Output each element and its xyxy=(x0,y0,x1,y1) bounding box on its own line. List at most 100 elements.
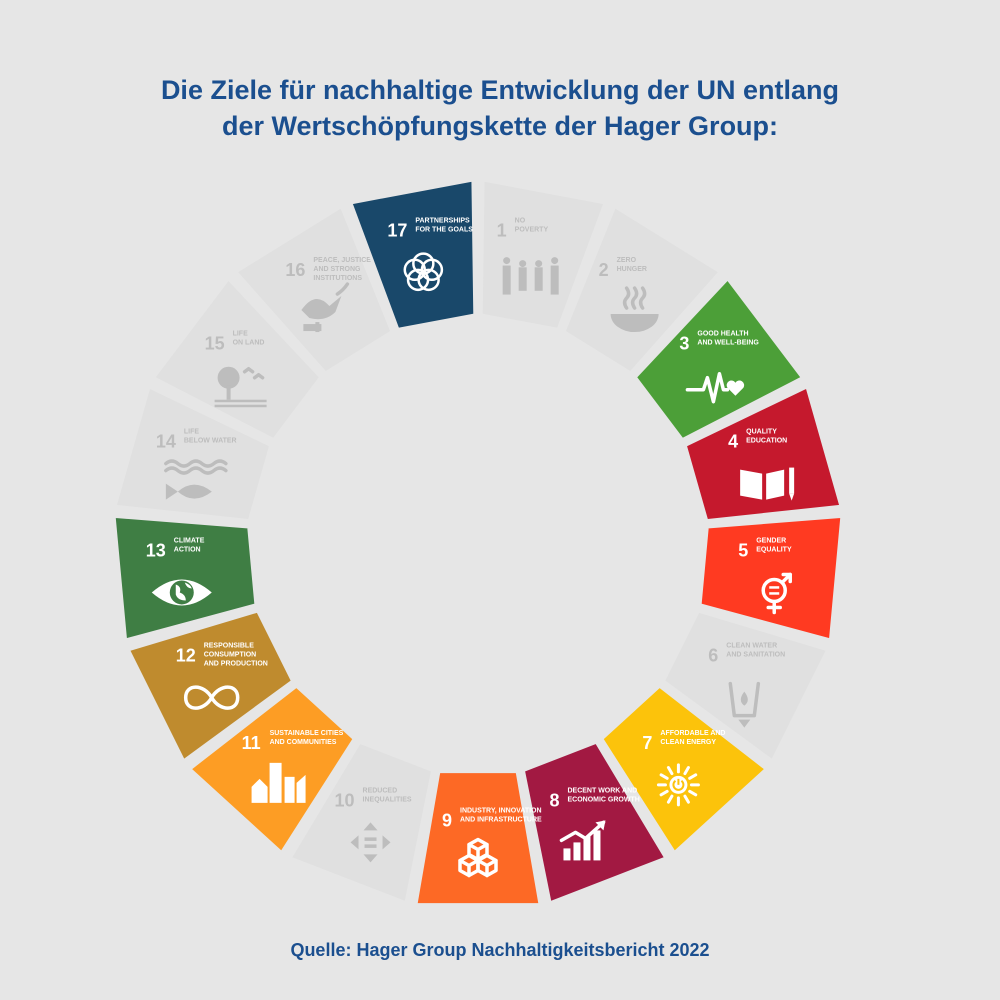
sdg-label-line: ECONOMIC GROWTH xyxy=(567,796,639,803)
sdg-label-line: ACTION xyxy=(174,546,201,553)
sdg-label-3: GOOD HEALTH AND WELL-BEING xyxy=(697,331,759,347)
sdg-label-line: PARTNERSHIPS xyxy=(415,218,470,225)
sdg-label-12: RESPONSIBLE CONSUMPTION AND PRODUCTION xyxy=(204,643,268,668)
heartbeat-icon xyxy=(685,371,745,404)
sdg-label-17: PARTNERSHIPS FOR THE GOALS xyxy=(415,218,473,234)
page-title: Die Ziele für nachhaltige Entwicklung de… xyxy=(0,72,1000,144)
sdg-label-line: POVERTY xyxy=(515,227,549,234)
sdg-label-line: AND WELL-BEING xyxy=(697,340,759,347)
sdg-tile-16 xyxy=(233,204,394,375)
sdg-label-1: NO POVERTY xyxy=(515,218,549,234)
sdg-number-14: 14 xyxy=(156,432,176,452)
sdg-tile-6 xyxy=(661,609,830,764)
sdg-number-7: 7 xyxy=(642,733,652,753)
cubes-icon xyxy=(458,837,498,878)
sdg-label-9: INDUSTRY, INNOVATION AND INFRASTRUCTURE xyxy=(460,808,542,824)
sdg-label-15: LIFE ON LAND xyxy=(233,331,265,347)
sdg-goal-16: 16 PEACE, JUSTICE AND STRONG INSTITUTIONS xyxy=(233,204,394,375)
sdg-goal-12: 12 RESPONSIBLE CONSUMPTION AND PRODUCTION xyxy=(126,609,295,764)
sdg-label-line: AND STRONG xyxy=(313,266,361,273)
sdg-number-5: 5 xyxy=(738,540,748,560)
sdg-tile-10 xyxy=(288,740,435,905)
sdg-tile-15 xyxy=(151,276,323,442)
sdg-goal-11: 11 SUSTAINABLE CITIES AND COMMUNITIES xyxy=(187,684,357,855)
dove-icon xyxy=(301,282,350,333)
sdg-label-line: EDUCATION xyxy=(746,438,787,445)
title-line-1: Die Ziele für nachhaltige Entwicklung de… xyxy=(160,75,840,105)
eye-globe-icon xyxy=(151,579,212,606)
sdg-goal-13: 13 CLIMATE ACTION xyxy=(112,514,258,642)
sdg-label-7: AFFORDABLE AND CLEAN ENERGY xyxy=(660,730,725,746)
sdg-label-line: FOR THE GOALS xyxy=(415,227,473,234)
sdg-tile-4 xyxy=(683,384,843,523)
sdg-tile-14 xyxy=(113,384,273,523)
sdg-label-8: DECENT WORK AND ECONOMIC GROWTH xyxy=(567,787,639,803)
sdg-goal-17: 17 PARTNERSHIPS FOR THE GOALS xyxy=(348,178,477,332)
sdg-label-13: CLIMATE ACTION xyxy=(174,537,205,553)
sdg-label-line: LIFE xyxy=(233,331,248,338)
city-icon xyxy=(251,762,306,803)
sdg-label-line: AND COMMUNITIES xyxy=(270,739,337,746)
tree-icon xyxy=(214,366,267,408)
sdg-label-line: AND INFRASTRUCTURE xyxy=(460,817,542,824)
sdg-goal-5: 5 GENDER EQUALITY xyxy=(698,514,844,642)
fish-icon xyxy=(164,459,228,500)
sdg-number-4: 4 xyxy=(728,432,738,452)
sdg-goal-9: 9 INDUSTRY, INNOVATION AND INFRASTRUCTURE xyxy=(414,770,542,907)
sdg-label-6: CLEAN WATER AND SANITATION xyxy=(726,643,785,659)
sdg-label-line: BELOW WATER xyxy=(184,438,237,445)
sdg-label-line: RESPONSIBLE xyxy=(204,643,255,650)
sdg-label-line: DECENT WORK AND xyxy=(567,787,637,794)
sdg-label-line: CLEAN WATER xyxy=(726,643,777,650)
sdg-label-5: GENDER EQUALITY xyxy=(756,537,792,553)
sdg-label-line: CLEAN ENERGY xyxy=(660,739,716,746)
sdg-label-line: ON LAND xyxy=(233,340,265,347)
sdg-label-line: ZERO xyxy=(617,257,637,264)
sdg-number-13: 13 xyxy=(146,540,166,560)
sdg-label-line: GOOD HEALTH xyxy=(697,331,748,338)
sdg-goal-2: 2 ZERO HUNGER xyxy=(562,204,723,375)
sdg-label-line: REDUCED xyxy=(363,787,398,794)
sdg-label-line: EQUALITY xyxy=(756,546,792,553)
growth-chart-icon xyxy=(559,820,606,861)
sdg-number-8: 8 xyxy=(549,790,559,810)
sdg-label-line: GENDER xyxy=(756,537,786,544)
sdg-label-line: QUALITY xyxy=(746,429,777,436)
sdg-number-16: 16 xyxy=(285,260,305,280)
sdg-label-line: AND PRODUCTION xyxy=(204,661,268,668)
sdg-label-line: NO xyxy=(515,218,526,225)
sdg-tile-17 xyxy=(348,178,477,332)
sdg-goal-15: 15 LIFE ON LAND xyxy=(151,276,323,442)
sdg-goal-1: 1 NO POVERTY xyxy=(479,178,608,332)
sdg-goal-14: 14 LIFE BELOW WATER xyxy=(113,384,273,523)
sdg-label-line: AND SANITATION xyxy=(726,652,785,659)
sdg-label-line: CONSUMPTION xyxy=(204,652,256,659)
sun-power-icon xyxy=(656,763,700,807)
sdg-tile-1 xyxy=(479,178,608,332)
sdg-tile-3 xyxy=(633,276,805,442)
sdg-number-1: 1 xyxy=(497,221,507,241)
sdg-label-14: LIFE BELOW WATER xyxy=(184,429,237,445)
sdg-number-11: 11 xyxy=(242,733,261,753)
sdg-label-16: PEACE, JUSTICE AND STRONG INSTITUTIONS xyxy=(313,257,371,282)
sdg-goal-8: 8 DECENT WORK AND ECONOMIC GROWTH xyxy=(521,740,668,905)
sdg-label-line: CLIMATE xyxy=(174,537,205,544)
sdg-number-12: 12 xyxy=(176,646,196,666)
sdg-number-15: 15 xyxy=(205,334,225,354)
sdg-label-line: PEACE, JUSTICE xyxy=(313,257,371,264)
sdg-tile-7 xyxy=(599,684,769,855)
sdg-label-line: INEQUALITIES xyxy=(363,796,412,803)
rings-icon xyxy=(403,252,444,292)
sdg-label-line: INSTITUTIONS xyxy=(313,275,362,282)
sdg-number-2: 2 xyxy=(599,260,609,280)
source-note: Quelle: Hager Group Nachhaltigkeitsberic… xyxy=(290,940,710,960)
sdg-label-4: QUALITY EDUCATION xyxy=(746,429,787,445)
book-icon xyxy=(740,467,795,501)
sdg-number-3: 3 xyxy=(679,334,689,354)
family-icon xyxy=(502,257,559,295)
sdg-number-9: 9 xyxy=(442,811,452,831)
sdg-number-6: 6 xyxy=(708,646,718,666)
infinity-icon xyxy=(183,685,240,710)
sdg-goal-3: 3 GOOD HEALTH AND WELL-BEING xyxy=(633,276,805,442)
